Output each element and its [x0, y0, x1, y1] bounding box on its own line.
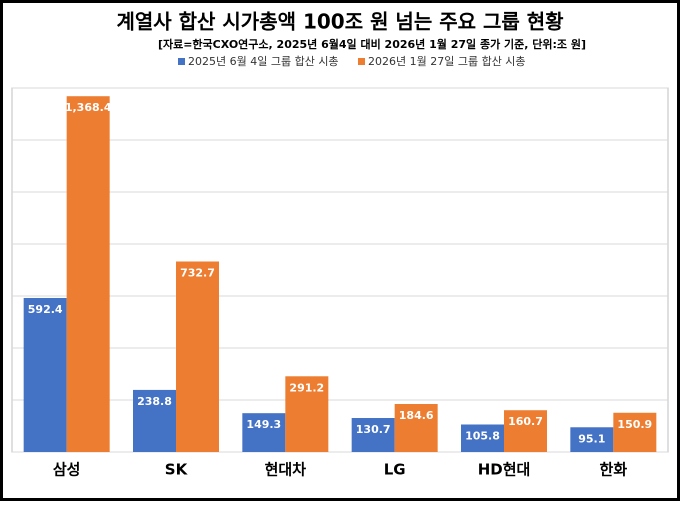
bar: [613, 412, 657, 452]
bar: [461, 424, 504, 452]
bar: [394, 404, 438, 452]
x-tick-label: 삼성: [53, 461, 81, 479]
value-label: 238.8: [137, 395, 172, 408]
x-tick-label: HD현대: [478, 461, 531, 479]
value-label: 105.8: [465, 429, 500, 442]
value-label: 291.2: [289, 381, 324, 394]
bar: [242, 413, 286, 452]
legend-swatch: [178, 58, 185, 65]
x-tick-label: LG: [384, 461, 406, 479]
bar: [176, 261, 219, 452]
value-label: 732.7: [180, 266, 215, 279]
legend-label: 2026년 1월 27일 그룹 합산 시총: [368, 54, 526, 68]
x-tick-label: SK: [165, 461, 189, 479]
bar: [133, 389, 176, 452]
value-label: 160.7: [508, 415, 543, 428]
value-label: 149.3: [246, 418, 281, 431]
value-label: 1,368.4: [65, 101, 112, 114]
bar: [23, 297, 67, 452]
chart-subtitle: [자료=한국CXO연구소, 2025년 6월4일 대비 2026년 1월 27일…: [158, 37, 586, 51]
legend-label: 2025년 6월 4일 그룹 합산 시총: [188, 54, 339, 68]
value-label: 150.9: [617, 418, 652, 431]
bar: [504, 410, 547, 452]
legend-swatch: [358, 58, 365, 65]
bar: [351, 418, 395, 452]
value-label: 130.7: [356, 423, 391, 436]
value-label: 95.1: [578, 432, 605, 445]
bar: [570, 427, 614, 452]
bar: [285, 376, 329, 452]
x-tick-label: 한화: [600, 461, 628, 479]
value-label: 184.6: [399, 409, 434, 422]
x-tick-label: 현대차: [265, 461, 307, 479]
chart-title: 계열사 합산 시가총액 100조 원 넘는 주요 그룹 현황: [116, 10, 564, 34]
bar: [66, 96, 110, 452]
value-label: 592.4: [28, 303, 63, 316]
plot-area: [11, 87, 669, 453]
